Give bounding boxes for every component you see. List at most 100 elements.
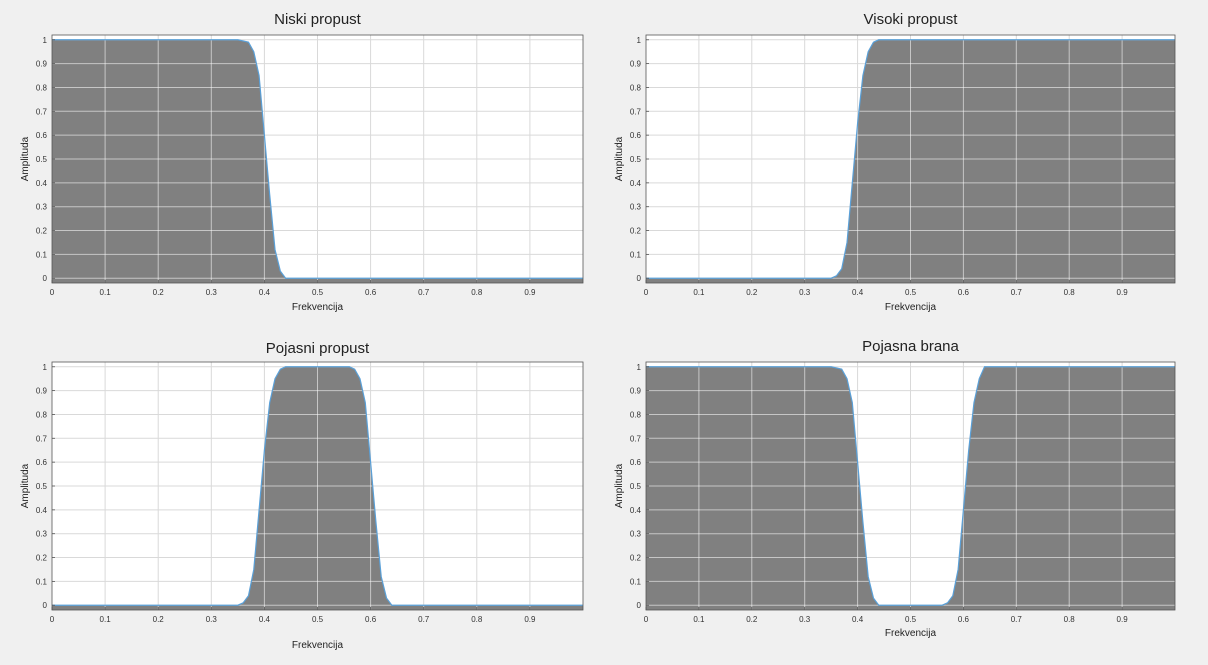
x-tick-label: 0.9 xyxy=(1117,615,1129,624)
x-tick-label: 0.7 xyxy=(418,288,430,297)
x-tick-label: 0.7 xyxy=(1011,615,1023,624)
chart-title: Visoki propust xyxy=(864,11,959,28)
y-axis-label: Amplituda xyxy=(614,463,625,508)
x-tick-label: 0.8 xyxy=(1064,615,1076,624)
y-tick-label: 1 xyxy=(637,363,642,372)
y-tick-label: 0.7 xyxy=(36,107,48,116)
y-tick-label: 0 xyxy=(637,601,642,610)
x-tick-label: 0.3 xyxy=(206,615,218,624)
area-fill xyxy=(52,39,583,284)
y-tick-label: 0 xyxy=(43,274,48,283)
x-axis-label: Frekvencija xyxy=(885,302,937,313)
x-tick-label: 0.4 xyxy=(852,288,864,297)
x-tick-label: 0.2 xyxy=(153,288,165,297)
x-tick-label: 0.1 xyxy=(100,615,112,624)
x-tick-label: 0.6 xyxy=(365,288,377,297)
x-tick-label: 0.6 xyxy=(958,615,970,624)
x-tick-label: 0.5 xyxy=(905,288,917,297)
y-tick-label: 0.6 xyxy=(630,131,642,140)
y-tick-label: 0.8 xyxy=(36,410,48,419)
y-axis-label: Amplituda xyxy=(20,136,31,181)
y-tick-label: 0.7 xyxy=(630,107,642,116)
y-axis-label: Amplituda xyxy=(614,136,625,181)
area-fill xyxy=(646,366,1175,610)
y-tick-label: 0.6 xyxy=(36,458,48,467)
x-tick-label: 0.1 xyxy=(693,288,705,297)
x-tick-label: 0 xyxy=(644,288,649,297)
y-tick-label: 0.1 xyxy=(630,577,642,586)
y-tick-label: 0.2 xyxy=(36,227,48,236)
x-tick-label: 0.8 xyxy=(471,615,483,624)
x-tick-label: 0.1 xyxy=(100,288,112,297)
y-tick-label: 0.8 xyxy=(630,83,642,92)
y-tick-label: 0.1 xyxy=(36,577,48,586)
y-tick-label: 0.5 xyxy=(36,482,48,491)
x-axis-label: Frekvencija xyxy=(292,302,344,313)
chart-panel-1: 0 0.1 0.2 0.3 0.4 0.5 0.6 0.7 0.8 0.9 0 0.1 0.2 0.3 0.… xyxy=(20,11,584,313)
x-tick-label: 0 xyxy=(50,288,55,297)
x-tick-label: 0.5 xyxy=(312,615,324,624)
x-tick-label: 0 xyxy=(644,615,649,624)
x-tick-label: 0.1 xyxy=(693,615,705,624)
series-line xyxy=(646,366,1175,606)
y-tick-label: 0.3 xyxy=(630,203,642,212)
y-tick-label: 0.6 xyxy=(630,458,642,467)
y-tick-label: 0.2 xyxy=(36,554,48,563)
y-tick-label: 0.4 xyxy=(630,179,642,188)
y-tick-label: 0.5 xyxy=(36,155,48,164)
x-tick-label: 0.7 xyxy=(1011,288,1023,297)
x-tick-label: 0.4 xyxy=(259,288,271,297)
x-tick-label: 0.8 xyxy=(1064,288,1076,297)
y-tick-label: 0.8 xyxy=(36,83,48,92)
y-tick-label: 0.3 xyxy=(36,203,48,212)
y-tick-label: 0.2 xyxy=(630,227,642,236)
chart-panel-4: 0 0.1 0.2 0.3 0.4 0.5 0.6 0.7 0.8 0.9 0 0.1 0.2 0.3 0.… xyxy=(614,338,1176,639)
x-tick-label: 0.4 xyxy=(852,615,864,624)
x-tick-label: 0.5 xyxy=(905,615,917,624)
x-tick-label: 0.3 xyxy=(799,288,811,297)
y-tick-label: 0.9 xyxy=(630,387,642,396)
x-tick-label: 0.6 xyxy=(365,615,377,624)
series-line xyxy=(52,366,583,606)
y-tick-label: 0.2 xyxy=(630,554,642,563)
y-tick-label: 0 xyxy=(43,601,48,610)
y-tick-label: 0.4 xyxy=(36,179,48,188)
y-tick-label: 0.7 xyxy=(630,434,642,443)
y-tick-label: 0.9 xyxy=(36,387,48,396)
y-axis-label: Amplituda xyxy=(20,463,31,508)
y-tick-label: 0.5 xyxy=(630,155,642,164)
series-line xyxy=(52,39,583,279)
x-tick-label: 0.9 xyxy=(1117,288,1129,297)
y-tick-label: 0.4 xyxy=(36,506,48,515)
x-tick-label: 0.9 xyxy=(524,615,536,624)
y-tick-label: 0.6 xyxy=(36,131,48,140)
x-tick-label: 0.2 xyxy=(746,615,758,624)
x-tick-label: 0.6 xyxy=(958,288,970,297)
x-tick-label: 0.3 xyxy=(206,288,218,297)
y-tick-label: 0.7 xyxy=(36,434,48,443)
x-tick-label: 0.5 xyxy=(312,288,324,297)
x-axis-label: Frekvencija xyxy=(292,640,344,651)
y-tick-label: 0.8 xyxy=(630,410,642,419)
x-tick-label: 0 xyxy=(50,615,55,624)
y-tick-label: 0 xyxy=(637,274,642,283)
y-tick-label: 1 xyxy=(43,363,48,372)
x-tick-label: 0.2 xyxy=(746,288,758,297)
y-tick-label: 0.1 xyxy=(36,250,48,259)
x-tick-label: 0.4 xyxy=(259,615,271,624)
x-axis-label: Frekvencija xyxy=(885,628,937,639)
y-tick-label: 1 xyxy=(637,36,642,45)
y-tick-label: 0.1 xyxy=(630,250,642,259)
series-line xyxy=(646,39,1175,279)
x-tick-label: 0.3 xyxy=(799,615,811,624)
chart-title: Pojasna brana xyxy=(862,338,959,355)
y-tick-label: 0.4 xyxy=(630,506,642,515)
y-tick-label: 0.9 xyxy=(630,60,642,69)
panels: 0 0.1 0.2 0.3 0.4 0.5 0.6 0.7 0.8 0.9 0 0.1 0.2 0.3 0.… xyxy=(20,11,1176,651)
y-tick-label: 0.9 xyxy=(36,60,48,69)
y-tick-label: 0.3 xyxy=(36,530,48,539)
y-tick-label: 0.5 xyxy=(630,482,642,491)
y-tick-label: 1 xyxy=(43,36,48,45)
chart-panel-3: 0 0.1 0.2 0.3 0.4 0.5 0.6 0.7 0.8 0.9 0 0.1 0.2 0.3 0.… xyxy=(20,340,584,651)
chart-title: Pojasni propust xyxy=(266,340,370,357)
